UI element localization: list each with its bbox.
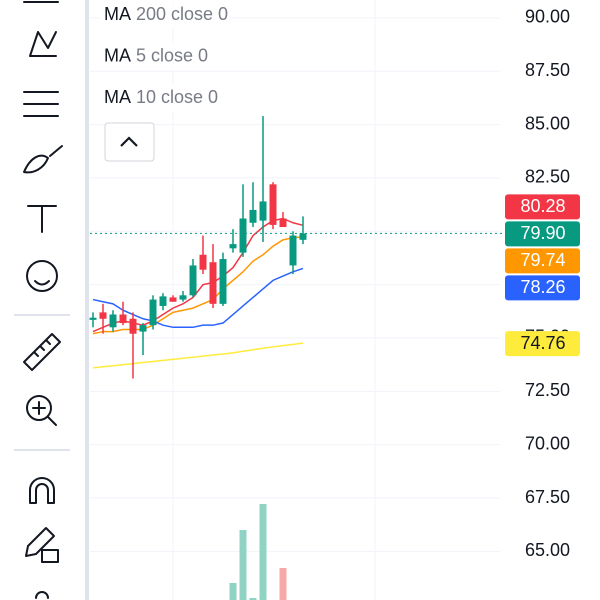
y-tick-label: 65.00: [525, 540, 570, 560]
y-tick-label: 82.50: [525, 167, 570, 187]
tool-icon[interactable]: [27, 205, 57, 233]
price-tag-label: 79.74: [520, 250, 565, 270]
candle-body: [279, 218, 287, 228]
price-tag: [505, 331, 580, 357]
candle-body: [169, 297, 177, 302]
y-tick-label: 67.50: [525, 487, 570, 507]
volume-bar: [239, 530, 247, 600]
tool-icons[interactable]: [14, 1, 70, 599]
price-tag: [505, 248, 580, 274]
tool-icon[interactable]: [29, 31, 57, 57]
legend-name: MA: [104, 4, 131, 24]
tool-icon[interactable]: [25, 527, 59, 563]
legend-params: 5 close 0: [136, 45, 208, 65]
ma-line: [92, 217, 304, 333]
candle-body: [189, 265, 197, 296]
candle-body: [139, 325, 147, 332]
ma-line: [92, 267, 304, 329]
volume-bar: [229, 583, 237, 600]
volume-bar: [249, 598, 257, 600]
tool-icon[interactable]: [32, 401, 57, 426]
candle-body: [129, 318, 137, 334]
y-tick-label: 72.50: [525, 380, 570, 400]
candle-body: [209, 262, 217, 304]
y-tick-label: 85.00: [525, 113, 570, 133]
tool-icon[interactable]: [23, 91, 59, 117]
legend-item: MA 200 close 0: [104, 4, 228, 24]
legend-bg: [100, 1, 230, 29]
button-box[interactable]: [104, 122, 155, 162]
legend-params: 10 close 0: [136, 87, 218, 107]
candle-body: [89, 317, 97, 320]
candle-body: [149, 299, 157, 326]
price-tag: [505, 194, 580, 220]
price-axis: 90.0087.5085.0082.5080.0077.5075.0072.50…: [505, 7, 580, 560]
legend-item: MA 10 close 0: [104, 87, 218, 107]
y-tick-label: 90.00: [525, 7, 570, 27]
legend-name: MA: [104, 45, 131, 65]
volume-bar: [259, 504, 267, 600]
tool-icon[interactable]: [23, 333, 61, 371]
price-tag-label: 80.28: [520, 196, 565, 216]
candle-body: [219, 259, 227, 304]
legend-bg: [100, 84, 230, 112]
tool-icon[interactable]: [23, 145, 63, 174]
legend-bg: [100, 42, 230, 71]
candle-body: [119, 314, 127, 324]
price-tag-label: 79.90: [520, 223, 565, 243]
ma-line: [92, 342, 304, 369]
tool-icon[interactable]: [29, 477, 55, 504]
tool-icon[interactable]: [26, 260, 58, 292]
ma-line: [92, 236, 304, 335]
candle-body: [249, 209, 257, 223]
tool-icon[interactable]: [26, 395, 52, 421]
candle-body: [239, 218, 247, 253]
y-tick-label: 70.00: [525, 433, 570, 453]
price-tag-label: 78.26: [520, 277, 565, 297]
price-tag: [505, 275, 580, 301]
collapse-button[interactable]: [104, 122, 155, 162]
chevron-up[interactable]: [120, 136, 138, 147]
candle-body: [259, 201, 267, 221]
price-tag: [505, 221, 580, 247]
candle-body: [289, 235, 297, 266]
candle-body: [199, 254, 207, 270]
candle-body: [159, 296, 167, 306]
candle-body: [269, 184, 277, 225]
price-tag-label: 74.76: [520, 333, 565, 353]
candle-body: [109, 314, 117, 328]
tool-icon[interactable]: [35, 591, 49, 599]
candle-body: [99, 312, 107, 319]
y-tick-label: 87.50: [525, 60, 570, 80]
candle-body: [229, 244, 237, 249]
legend-item: MA 5 close 0: [104, 45, 208, 65]
legend-name: MA: [104, 87, 131, 107]
candle-body: [179, 295, 187, 300]
toolbar: [0, 0, 88, 600]
legend: MA 200 close 0MA 5 close 0MA 10 close 0: [100, 1, 230, 112]
volume-bar: [279, 568, 287, 600]
tool-icon[interactable]: [34, 280, 50, 286]
legend-params: 200 close 0: [136, 4, 228, 24]
candle-body: [299, 233, 307, 240]
